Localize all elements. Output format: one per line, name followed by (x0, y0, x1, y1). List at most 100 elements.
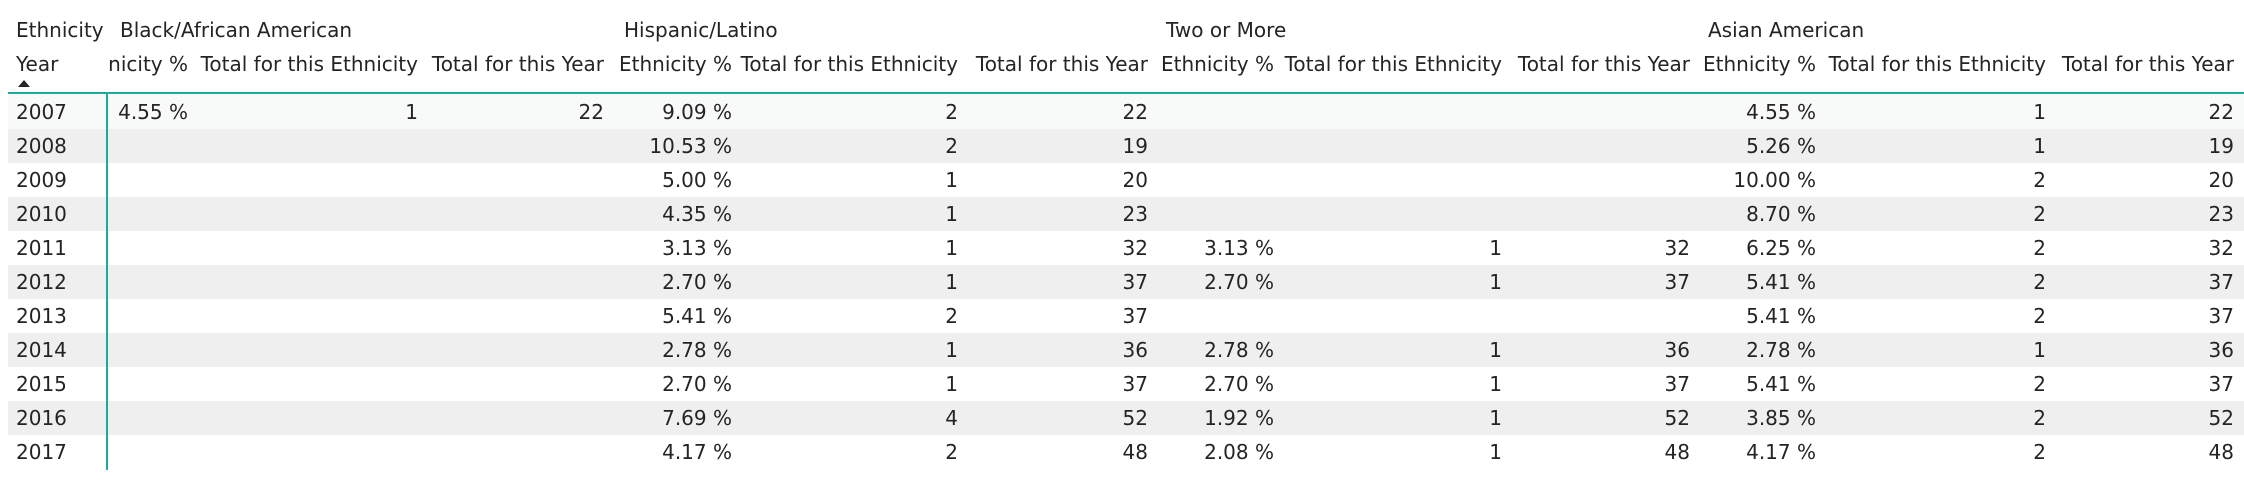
row-header-year[interactable]: 2013 (16, 304, 67, 328)
table-cell: 5.26 % (1746, 134, 1816, 158)
column-header-total-for-ethnicity[interactable]: Total for this Ethnicity (200, 52, 418, 76)
column-header-clip: Ethnicity % (108, 52, 200, 86)
table-cell: 2.78 % (1746, 338, 1816, 362)
table-cell: 2 (945, 100, 958, 124)
table-cell: 2.70 % (1204, 372, 1274, 396)
row-header-year[interactable]: 2012 (16, 270, 67, 294)
table-cell: 37 (1122, 304, 1148, 328)
table-cell: 3.13 % (1204, 236, 1274, 260)
group-header-hispanic-latino[interactable]: Hispanic/Latino (624, 18, 778, 42)
column-header-ethnicity-pct[interactable]: Ethnicity % (1703, 52, 1816, 76)
table-cell: 2 (945, 134, 958, 158)
table-row-band (8, 95, 2244, 129)
row-header-year-label[interactable]: Year (16, 52, 59, 76)
table-cell: 1 (2033, 100, 2046, 124)
table-cell: 5.00 % (662, 168, 732, 192)
row-header-year[interactable]: 2017 (16, 440, 67, 464)
sort-ascending-icon[interactable] (18, 80, 30, 87)
table-row-band (8, 265, 2244, 299)
row-header-year[interactable]: 2007 (16, 100, 67, 124)
group-header-two-or-more[interactable]: Two or More (1166, 18, 1287, 42)
table-cell: 8.70 % (1746, 202, 1816, 226)
table-cell: 1 (1489, 338, 1502, 362)
table-cell: 52 (1122, 406, 1148, 430)
group-header-black-african-american[interactable]: Black/African American (120, 18, 353, 42)
header-divider (8, 92, 2244, 94)
table-cell: 2 (2033, 440, 2046, 464)
table-cell: 4.17 % (1746, 440, 1816, 464)
table-cell: 4 (945, 406, 958, 430)
table-cell: 3.13 % (662, 236, 732, 260)
table-cell: 5.41 % (1746, 372, 1816, 396)
table-cell: 1 (1489, 372, 1502, 396)
column-header-total-for-ethnicity[interactable]: Total for this Ethnicity (1828, 52, 2046, 76)
table-cell: 4.55 % (1746, 100, 1816, 124)
table-cell: 32 (1664, 236, 1690, 260)
table-cell: 20 (1122, 168, 1148, 192)
table-row-band (8, 401, 2244, 435)
column-header-ethnicity-pct[interactable]: Ethnicity % (1161, 52, 1274, 76)
table-cell: 48 (1122, 440, 1148, 464)
column-header-ethnicity-pct[interactable]: Ethnicity % (619, 52, 732, 76)
table-cell: 32 (2208, 236, 2234, 260)
table-cell: 2 (2033, 236, 2046, 260)
table-cell: 1 (945, 372, 958, 396)
column-header-total-for-year[interactable]: Total for this Year (431, 52, 604, 76)
table-cell: 1.92 % (1204, 406, 1274, 430)
table-cell: 48 (2208, 440, 2234, 464)
table-cell: 2 (2033, 168, 2046, 192)
table-cell: 1 (945, 338, 958, 362)
table-cell: 6.25 % (1746, 236, 1816, 260)
column-header-total-for-ethnicity[interactable]: Total for this Ethnicity (740, 52, 958, 76)
table-cell: 1 (1489, 440, 1502, 464)
table-cell: 1 (2033, 134, 2046, 158)
table-cell: 36 (1664, 338, 1690, 362)
table-cell: 37 (1122, 270, 1148, 294)
row-header-year[interactable]: 2011 (16, 236, 67, 260)
column-header-total-for-year[interactable]: Total for this Year (2061, 52, 2234, 76)
row-header-year[interactable]: 2014 (16, 338, 67, 362)
row-header-year[interactable]: 2016 (16, 406, 67, 430)
column-header-total-for-ethnicity[interactable]: Total for this Ethnicity (1284, 52, 1502, 76)
table-cell: 32 (1122, 236, 1148, 260)
table-cell: 23 (1122, 202, 1148, 226)
table-cell: 2 (945, 304, 958, 328)
table-cell: 1 (1489, 270, 1502, 294)
table-cell: 22 (2208, 100, 2234, 124)
table-cell: 22 (1122, 100, 1148, 124)
table-cell: 2.70 % (662, 270, 732, 294)
row-header-year[interactable]: 2009 (16, 168, 67, 192)
table-row-band (8, 129, 2244, 163)
table-cell: 37 (2208, 304, 2234, 328)
table-cell: 2 (2033, 304, 2046, 328)
table-cell: 5.41 % (1746, 304, 1816, 328)
table-cell: 2 (2033, 270, 2046, 294)
row-header-year[interactable]: 2010 (16, 202, 67, 226)
column-header-total-for-year[interactable]: Total for this Year (975, 52, 1148, 76)
table-cell: 1 (1489, 236, 1502, 260)
table-cell: 2 (2033, 406, 2046, 430)
table-cell: 10.53 % (649, 134, 732, 158)
table-cell: 52 (1664, 406, 1690, 430)
table-cell: 1 (945, 202, 958, 226)
table-cell: 1 (945, 236, 958, 260)
table-cell: 36 (2208, 338, 2234, 362)
table-cell: 1 (2033, 338, 2046, 362)
row-header-ethnicity-label: Ethnicity (16, 18, 104, 42)
table-cell: 9.09 % (662, 100, 732, 124)
table-cell: 2.78 % (1204, 338, 1274, 362)
table-cell: 2.70 % (1204, 270, 1274, 294)
column-header-ethnicity-pct[interactable]: Ethnicity % (108, 52, 188, 76)
table-cell: 19 (2208, 134, 2234, 158)
table-cell: 2.70 % (662, 372, 732, 396)
table-cell: 37 (1664, 372, 1690, 396)
table-cell: 22 (578, 100, 604, 124)
row-header-year[interactable]: 2015 (16, 372, 67, 396)
group-header-asian-american[interactable]: Asian American (1708, 18, 1865, 42)
table-cell: 4.55 % (118, 100, 188, 124)
column-header-total-for-year[interactable]: Total for this Year (1517, 52, 1690, 76)
table-cell: 52 (2208, 406, 2234, 430)
table-cell: 37 (1122, 372, 1148, 396)
row-header-year[interactable]: 2008 (16, 134, 67, 158)
